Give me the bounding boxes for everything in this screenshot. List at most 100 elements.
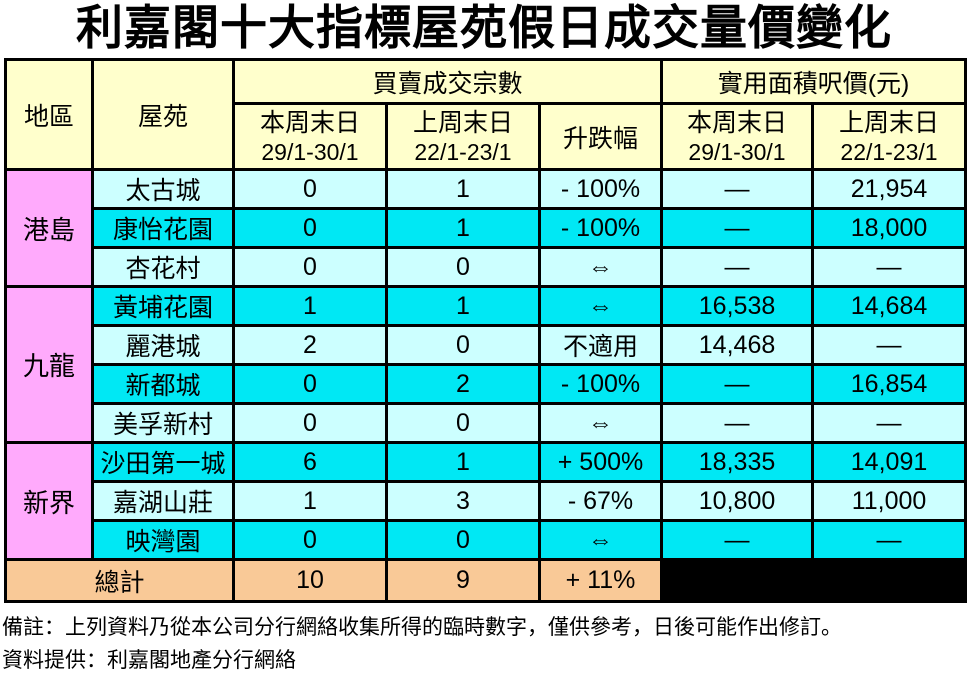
estate-cell: 嘉湖山莊 bbox=[91, 480, 235, 522]
header-label: 上周末日 bbox=[412, 108, 513, 137]
psf-last-week-cell: 14,091 bbox=[811, 441, 968, 483]
tx-this-week-cell: 2 bbox=[232, 324, 388, 366]
table-row: 新都城 0 2 - 100% — 16,854 bbox=[6, 363, 968, 405]
total-tx-last-week-cell: 9 bbox=[385, 558, 541, 603]
header-dates: 22/1-23/1 bbox=[840, 138, 938, 165]
header-dates: 29/1-30/1 bbox=[261, 138, 359, 165]
estate-cell: 新都城 bbox=[91, 363, 235, 405]
change-cell: + 500% bbox=[537, 441, 664, 483]
table-row: 美孚新村 0 0 ⇔ — — bbox=[6, 402, 968, 444]
change-cell: - 100% bbox=[537, 363, 664, 405]
psf-this-week-cell: — bbox=[660, 168, 815, 210]
header-group-row: 地區 屋苑 買賣成交宗數 實用面積呎價(元) bbox=[4, 58, 968, 171]
change-cell: ⇔ bbox=[537, 519, 664, 561]
col-header-estate: 屋苑 bbox=[91, 58, 235, 171]
tx-last-week-cell: 3 bbox=[385, 480, 541, 522]
estate-cell: 黃埔花園 bbox=[91, 285, 235, 327]
psf-last-week-cell: 14,684 bbox=[811, 285, 968, 327]
psf-this-week-cell: — bbox=[660, 207, 815, 249]
total-label-cell: 總計 bbox=[4, 558, 235, 603]
psf-last-week-cell: — bbox=[811, 402, 968, 444]
change-cell: 不適用 bbox=[537, 324, 664, 366]
tx-this-week-cell: 6 bbox=[232, 441, 388, 483]
psf-this-week-cell: 10,800 bbox=[660, 480, 815, 522]
transactions-table: 地區 屋苑 買賣成交宗數 實用面積呎價(元) 本周末日 29/1-30/1 上周… bbox=[4, 58, 968, 603]
estate-cell: 杏花村 bbox=[91, 246, 235, 288]
psf-last-week-cell: 21,954 bbox=[811, 168, 968, 210]
estate-cell: 美孚新村 bbox=[91, 402, 235, 444]
header-label: 上周末日 bbox=[839, 108, 940, 137]
col-header-tx-last-week: 上周末日 22/1-23/1 bbox=[385, 102, 541, 171]
source-note: 資料提供：利嘉閣地產分行網絡 bbox=[2, 649, 296, 672]
psf-last-week-cell: 11,000 bbox=[811, 480, 968, 522]
tx-this-week-cell: 0 bbox=[232, 402, 388, 444]
psf-this-week-cell: — bbox=[660, 402, 815, 444]
change-cell: ⇔ bbox=[537, 246, 664, 288]
psf-last-week-cell: 16,854 bbox=[811, 363, 968, 405]
district-cell: 新界 bbox=[4, 441, 94, 561]
tx-this-week-cell: 1 bbox=[232, 480, 388, 522]
district-cell: 九龍 bbox=[4, 285, 94, 444]
psf-last-week-cell: — bbox=[811, 324, 968, 366]
estate-cell: 沙田第一城 bbox=[91, 441, 235, 483]
table-row: 映灣園 0 0 ⇔ — — bbox=[6, 519, 968, 561]
tx-last-week-cell: 0 bbox=[385, 246, 541, 288]
col-header-psf-group: 實用面積呎價(元) bbox=[660, 58, 968, 105]
tx-this-week-cell: 0 bbox=[232, 246, 388, 288]
district-cell: 港島 bbox=[4, 168, 94, 288]
col-header-transactions-group: 買賣成交宗數 bbox=[231, 58, 664, 105]
blank-black-cell bbox=[660, 558, 815, 603]
tx-last-week-cell: 0 bbox=[385, 519, 541, 561]
remark-note: 備註：上列資料乃從本公司分行網絡收集所得的臨時數字，僅供參考，日後可能作出修訂。 bbox=[2, 616, 842, 639]
change-cell: ⇔ bbox=[537, 285, 664, 327]
tx-this-week-cell: 0 bbox=[232, 168, 388, 210]
table-row: 新界 沙田第一城 6 1 + 500% 18,335 14,091 bbox=[4, 441, 968, 561]
tx-last-week-cell: 2 bbox=[385, 363, 541, 405]
tx-last-week-cell: 1 bbox=[385, 285, 541, 327]
header-dates: 22/1-23/1 bbox=[414, 138, 512, 165]
col-header-tx-this-week: 本周末日 29/1-30/1 bbox=[232, 102, 388, 171]
change-cell: - 100% bbox=[537, 207, 664, 249]
psf-this-week-cell: 14,468 bbox=[660, 324, 815, 366]
estate-cell: 康怡花園 bbox=[91, 207, 235, 249]
total-tx-this-week-cell: 10 bbox=[232, 558, 388, 603]
header-dates: 29/1-30/1 bbox=[688, 138, 786, 165]
table-row: 康怡花園 0 1 - 100% — 18,000 bbox=[6, 207, 968, 249]
tx-this-week-cell: 0 bbox=[232, 363, 388, 405]
psf-this-week-cell: — bbox=[660, 246, 815, 288]
estate-cell: 太古城 bbox=[91, 168, 235, 210]
header-label: 本周末日 bbox=[259, 108, 360, 137]
psf-last-week-cell: — bbox=[811, 246, 968, 288]
total-change-cell: + 11% bbox=[537, 558, 664, 603]
tx-last-week-cell: 1 bbox=[385, 168, 541, 210]
header-sub-row: 本周末日 29/1-30/1 上周末日 22/1-23/1 升跌幅 本周末日 2… bbox=[6, 102, 968, 171]
col-header-psf-last-week: 上周末日 22/1-23/1 bbox=[811, 102, 968, 171]
col-header-psf-this-week: 本周末日 29/1-30/1 bbox=[660, 102, 815, 171]
tx-this-week-cell: 1 bbox=[232, 285, 388, 327]
tx-last-week-cell: 0 bbox=[385, 324, 541, 366]
psf-this-week-cell: 18,335 bbox=[660, 441, 815, 483]
psf-this-week-cell: — bbox=[660, 363, 815, 405]
table-row: 九龍 黃埔花園 1 1 ⇔ 16,538 14,684 bbox=[4, 285, 968, 444]
tx-this-week-cell: 0 bbox=[232, 519, 388, 561]
estate-cell: 映灣園 bbox=[91, 519, 235, 561]
change-cell: ⇔ bbox=[537, 402, 664, 444]
table-row: 麗港城 2 0 不適用 14,468 — bbox=[6, 324, 968, 366]
psf-this-week-cell: 16,538 bbox=[660, 285, 815, 327]
blank-black-cell bbox=[811, 558, 968, 603]
table-row: 嘉湖山莊 1 3 - 67% 10,800 11,000 bbox=[6, 480, 968, 522]
col-header-change: 升跌幅 bbox=[537, 102, 664, 171]
tx-last-week-cell: 1 bbox=[385, 441, 541, 483]
psf-last-week-cell: 18,000 bbox=[811, 207, 968, 249]
psf-this-week-cell: — bbox=[660, 519, 815, 561]
col-header-district: 地區 bbox=[4, 58, 94, 171]
estate-cell: 麗港城 bbox=[91, 324, 235, 366]
header-label: 本周末日 bbox=[687, 108, 788, 137]
footnotes: 備註：上列資料乃從本公司分行網絡收集所得的臨時數字，僅供參考，日後可能作出修訂。… bbox=[2, 611, 968, 677]
tx-last-week-cell: 0 bbox=[385, 402, 541, 444]
table-row: 杏花村 0 0 ⇔ — — bbox=[6, 246, 968, 288]
change-cell: - 100% bbox=[537, 168, 664, 210]
psf-last-week-cell: — bbox=[811, 519, 968, 561]
change-cell: - 67% bbox=[537, 480, 664, 522]
tx-this-week-cell: 0 bbox=[232, 207, 388, 249]
